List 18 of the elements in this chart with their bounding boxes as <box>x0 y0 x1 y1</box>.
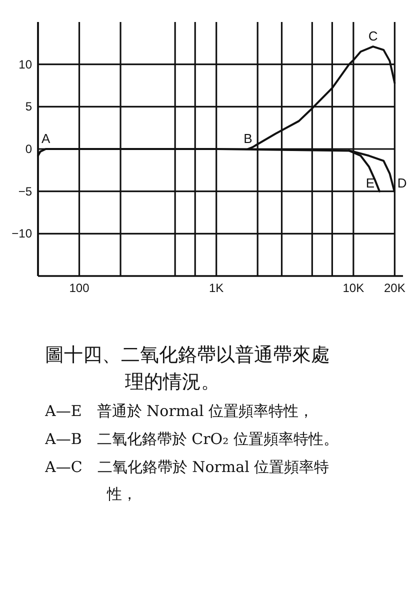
annotation: B <box>244 131 252 146</box>
annotation: C <box>368 28 378 44</box>
text: A—B 二氧化鉻帶於 CrO₂ 位置頻率特性。 <box>45 429 340 450</box>
annotation: A <box>41 131 50 146</box>
x-tick-label: 20K <box>384 281 406 295</box>
y-tick-label: 5 <box>25 100 32 114</box>
annotation: E <box>366 175 375 190</box>
text: A—C 二氧化鉻帶於 Normal 位置頻率特性， <box>45 457 330 505</box>
x-tick-label: 100 <box>69 281 90 295</box>
x-tick-label: 1K <box>208 281 224 295</box>
y-tick-label: 10 <box>18 57 32 72</box>
x-tick-label: 10K <box>342 281 364 295</box>
y-tick-label: −10 <box>12 226 32 241</box>
y-tick-label: −5 <box>18 184 32 198</box>
annotation: D <box>397 175 407 190</box>
text: A—E 普通於 Normal 位置頻率特性， <box>45 401 315 422</box>
text: 圖十四、二氧化鉻帶以普通帶來處理的情況。 <box>45 343 331 395</box>
y-tick-label: 0 <box>25 142 32 156</box>
